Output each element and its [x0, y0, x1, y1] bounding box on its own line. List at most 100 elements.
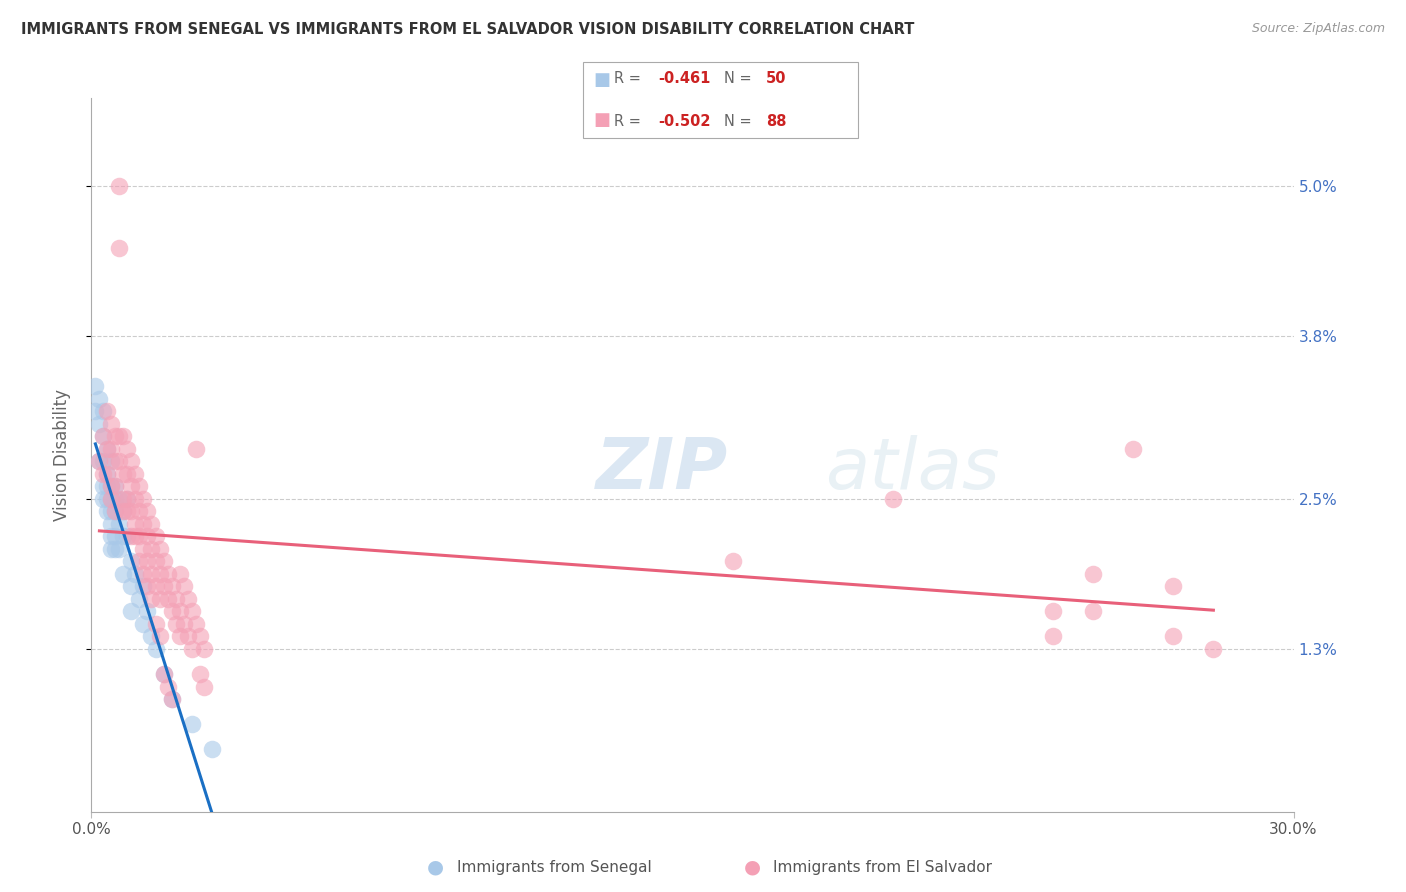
- Point: [882, 491, 904, 506]
- Point: [188, 630, 211, 644]
- Point: [108, 178, 131, 193]
- Point: [96, 442, 118, 456]
- Point: [117, 467, 139, 481]
- Point: [104, 429, 127, 443]
- Point: [104, 454, 127, 468]
- Point: [117, 491, 139, 506]
- Text: 50: 50: [766, 71, 787, 87]
- Point: [169, 604, 191, 618]
- Point: [104, 504, 127, 518]
- Point: [112, 529, 135, 543]
- Point: [173, 579, 195, 593]
- Point: [132, 516, 155, 531]
- Point: [148, 541, 170, 556]
- Point: [188, 667, 211, 681]
- Text: -0.461: -0.461: [658, 71, 710, 87]
- Point: [148, 591, 170, 606]
- Point: [112, 504, 135, 518]
- Text: R =: R =: [614, 114, 641, 129]
- Point: [1163, 579, 1185, 593]
- Point: [132, 579, 155, 593]
- Point: [89, 454, 111, 468]
- Point: [124, 516, 146, 531]
- Point: [112, 491, 135, 506]
- Point: [108, 241, 131, 255]
- Point: [1042, 630, 1064, 644]
- Text: -0.502: -0.502: [658, 114, 710, 129]
- Point: [128, 504, 150, 518]
- Point: [100, 491, 122, 506]
- Point: [156, 566, 179, 581]
- Point: [93, 491, 115, 506]
- Point: [108, 454, 131, 468]
- Point: [100, 504, 122, 518]
- Point: [1163, 630, 1185, 644]
- Point: [128, 591, 150, 606]
- Point: [1083, 566, 1105, 581]
- Point: [132, 616, 155, 631]
- Point: [165, 616, 187, 631]
- Text: ■: ■: [593, 112, 610, 129]
- Point: [141, 541, 163, 556]
- Point: [136, 529, 159, 543]
- Text: ■: ■: [593, 71, 610, 89]
- Point: [1122, 442, 1144, 456]
- Text: ●: ●: [427, 857, 444, 877]
- Point: [96, 442, 118, 456]
- Point: [100, 442, 122, 456]
- Text: Immigrants from El Salvador: Immigrants from El Salvador: [773, 860, 993, 874]
- Point: [104, 529, 127, 543]
- Text: ●: ●: [744, 857, 761, 877]
- Point: [93, 404, 115, 418]
- Point: [141, 516, 163, 531]
- Point: [100, 491, 122, 506]
- Point: [1042, 604, 1064, 618]
- Point: [160, 692, 183, 706]
- Point: [121, 554, 143, 568]
- Point: [128, 554, 150, 568]
- Point: [112, 429, 135, 443]
- Point: [104, 491, 127, 506]
- Point: [100, 529, 122, 543]
- Text: N =: N =: [724, 71, 752, 87]
- Point: [132, 541, 155, 556]
- Point: [117, 491, 139, 506]
- Point: [108, 429, 131, 443]
- Point: [160, 692, 183, 706]
- Text: N =: N =: [724, 114, 752, 129]
- Point: [89, 392, 111, 406]
- Point: [100, 516, 122, 531]
- Point: [145, 554, 167, 568]
- Text: IMMIGRANTS FROM SENEGAL VS IMMIGRANTS FROM EL SALVADOR VISION DISABILITY CORRELA: IMMIGRANTS FROM SENEGAL VS IMMIGRANTS FR…: [21, 22, 914, 37]
- Point: [96, 479, 118, 493]
- Point: [104, 541, 127, 556]
- Point: [193, 642, 215, 657]
- Y-axis label: Vision Disability: Vision Disability: [52, 389, 70, 521]
- Point: [180, 642, 202, 657]
- Point: [121, 604, 143, 618]
- Point: [136, 579, 159, 593]
- Point: [100, 479, 122, 493]
- Point: [180, 717, 202, 731]
- Point: [100, 454, 122, 468]
- Text: R =: R =: [614, 71, 641, 87]
- Point: [128, 479, 150, 493]
- Point: [176, 630, 198, 644]
- Point: [152, 554, 174, 568]
- Point: [112, 504, 135, 518]
- Point: [89, 417, 111, 431]
- Point: [108, 491, 131, 506]
- Point: [132, 566, 155, 581]
- Point: [104, 504, 127, 518]
- Point: [108, 516, 131, 531]
- Point: [145, 642, 167, 657]
- Point: [89, 454, 111, 468]
- Point: [136, 604, 159, 618]
- Point: [93, 429, 115, 443]
- Point: [1202, 642, 1225, 657]
- Point: [145, 579, 167, 593]
- Point: [148, 630, 170, 644]
- Point: [100, 541, 122, 556]
- Point: [121, 454, 143, 468]
- Point: [84, 379, 107, 393]
